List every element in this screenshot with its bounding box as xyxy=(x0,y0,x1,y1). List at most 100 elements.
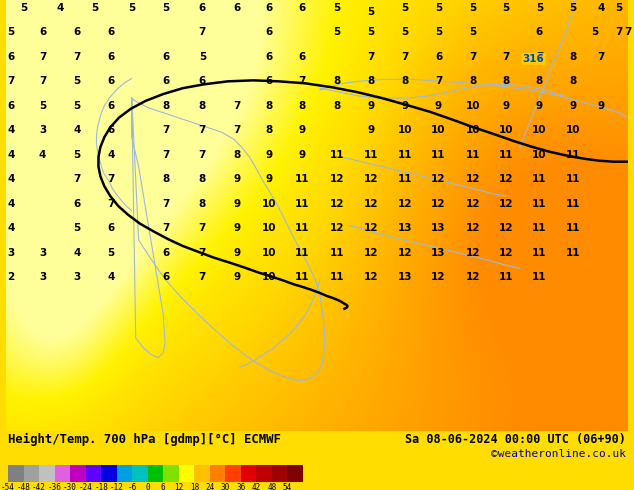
Text: 5: 5 xyxy=(615,3,623,13)
Text: 6: 6 xyxy=(299,52,306,62)
Bar xyxy=(133,465,148,482)
Text: -54: -54 xyxy=(1,484,15,490)
Text: 5: 5 xyxy=(591,27,598,37)
Text: 12: 12 xyxy=(499,223,514,233)
Text: 5: 5 xyxy=(367,7,375,17)
Text: 7: 7 xyxy=(39,76,46,86)
Text: 10: 10 xyxy=(262,223,276,233)
Text: 10: 10 xyxy=(566,125,580,135)
Text: 9: 9 xyxy=(598,101,605,111)
Text: 12: 12 xyxy=(364,174,378,184)
Text: 6: 6 xyxy=(108,76,115,86)
Text: 11: 11 xyxy=(499,150,514,160)
Text: 5: 5 xyxy=(91,3,98,13)
Text: 11: 11 xyxy=(566,174,580,184)
Text: 5: 5 xyxy=(39,101,46,111)
Text: 3: 3 xyxy=(8,248,15,258)
Text: 2: 2 xyxy=(8,272,15,282)
Text: 12: 12 xyxy=(431,174,446,184)
Text: -12: -12 xyxy=(110,484,124,490)
Text: 6: 6 xyxy=(108,125,115,135)
Bar xyxy=(70,465,86,482)
Text: 4: 4 xyxy=(8,199,15,209)
Text: 6: 6 xyxy=(162,272,170,282)
Text: 8: 8 xyxy=(367,76,375,86)
Text: 11: 11 xyxy=(295,174,309,184)
Text: 6: 6 xyxy=(266,76,273,86)
Text: 7: 7 xyxy=(198,272,206,282)
Text: 12: 12 xyxy=(174,484,183,490)
Text: 9: 9 xyxy=(503,101,510,111)
Text: 11: 11 xyxy=(398,150,413,160)
Text: 8: 8 xyxy=(401,76,409,86)
Text: 7: 7 xyxy=(198,223,206,233)
Text: 11: 11 xyxy=(364,150,378,160)
Text: 5: 5 xyxy=(401,3,409,13)
Text: 5: 5 xyxy=(333,3,340,13)
Text: 12: 12 xyxy=(329,174,344,184)
Text: 3: 3 xyxy=(39,125,46,135)
Text: 11: 11 xyxy=(295,272,309,282)
Text: 11: 11 xyxy=(532,272,547,282)
Text: 6: 6 xyxy=(162,248,170,258)
Text: 7: 7 xyxy=(469,52,477,62)
Bar xyxy=(164,465,179,482)
Text: 7: 7 xyxy=(233,125,240,135)
Text: -42: -42 xyxy=(32,484,46,490)
Bar xyxy=(256,465,272,482)
Text: 9: 9 xyxy=(401,101,409,111)
Text: -36: -36 xyxy=(48,484,61,490)
Text: 9: 9 xyxy=(299,125,306,135)
Text: 6: 6 xyxy=(435,52,442,62)
Bar xyxy=(101,465,117,482)
Text: 5: 5 xyxy=(74,101,81,111)
Text: 8: 8 xyxy=(299,101,306,111)
Text: 10: 10 xyxy=(465,101,480,111)
Text: 5: 5 xyxy=(20,3,28,13)
Text: 12: 12 xyxy=(329,199,344,209)
Text: 8: 8 xyxy=(569,52,576,62)
Text: 5: 5 xyxy=(503,3,510,13)
Text: 5: 5 xyxy=(8,27,15,37)
Text: 6: 6 xyxy=(108,223,115,233)
Text: 7: 7 xyxy=(198,27,206,37)
Text: 5: 5 xyxy=(469,3,476,13)
Text: 6: 6 xyxy=(198,3,206,13)
Text: 9: 9 xyxy=(266,174,273,184)
Text: 42: 42 xyxy=(252,484,261,490)
Text: 10: 10 xyxy=(499,125,514,135)
Text: 11: 11 xyxy=(295,248,309,258)
Text: 4: 4 xyxy=(73,248,81,258)
Text: 4: 4 xyxy=(108,272,115,282)
Text: 11: 11 xyxy=(566,223,580,233)
Text: 6: 6 xyxy=(536,27,543,37)
Text: 11: 11 xyxy=(532,174,547,184)
Text: 12: 12 xyxy=(364,223,378,233)
Text: 5: 5 xyxy=(435,27,442,37)
Text: 30: 30 xyxy=(221,484,230,490)
Text: 8: 8 xyxy=(536,76,543,86)
Text: 5: 5 xyxy=(162,3,170,13)
Bar xyxy=(225,465,241,482)
Text: 4: 4 xyxy=(108,150,115,160)
Bar xyxy=(194,465,210,482)
Text: 11: 11 xyxy=(329,248,344,258)
Text: 12: 12 xyxy=(431,199,446,209)
Text: 5: 5 xyxy=(74,76,81,86)
Text: 8: 8 xyxy=(198,101,206,111)
Text: 6: 6 xyxy=(162,76,170,86)
Bar xyxy=(39,465,55,482)
Text: 7: 7 xyxy=(198,150,206,160)
Text: 4: 4 xyxy=(8,174,15,184)
Text: 9: 9 xyxy=(233,199,240,209)
Text: 6: 6 xyxy=(74,27,81,37)
Text: 7: 7 xyxy=(73,52,81,62)
Text: 4: 4 xyxy=(8,223,15,233)
Text: 9: 9 xyxy=(233,174,240,184)
Text: 11: 11 xyxy=(329,150,344,160)
Text: 48: 48 xyxy=(268,484,276,490)
Text: 9: 9 xyxy=(536,101,543,111)
Text: 5: 5 xyxy=(401,27,409,37)
Text: 11: 11 xyxy=(566,150,580,160)
Text: 12: 12 xyxy=(364,272,378,282)
